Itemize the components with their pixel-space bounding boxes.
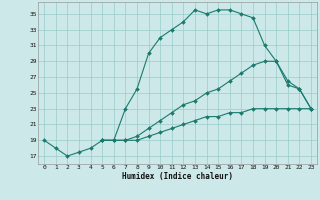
X-axis label: Humidex (Indice chaleur): Humidex (Indice chaleur) xyxy=(122,172,233,181)
